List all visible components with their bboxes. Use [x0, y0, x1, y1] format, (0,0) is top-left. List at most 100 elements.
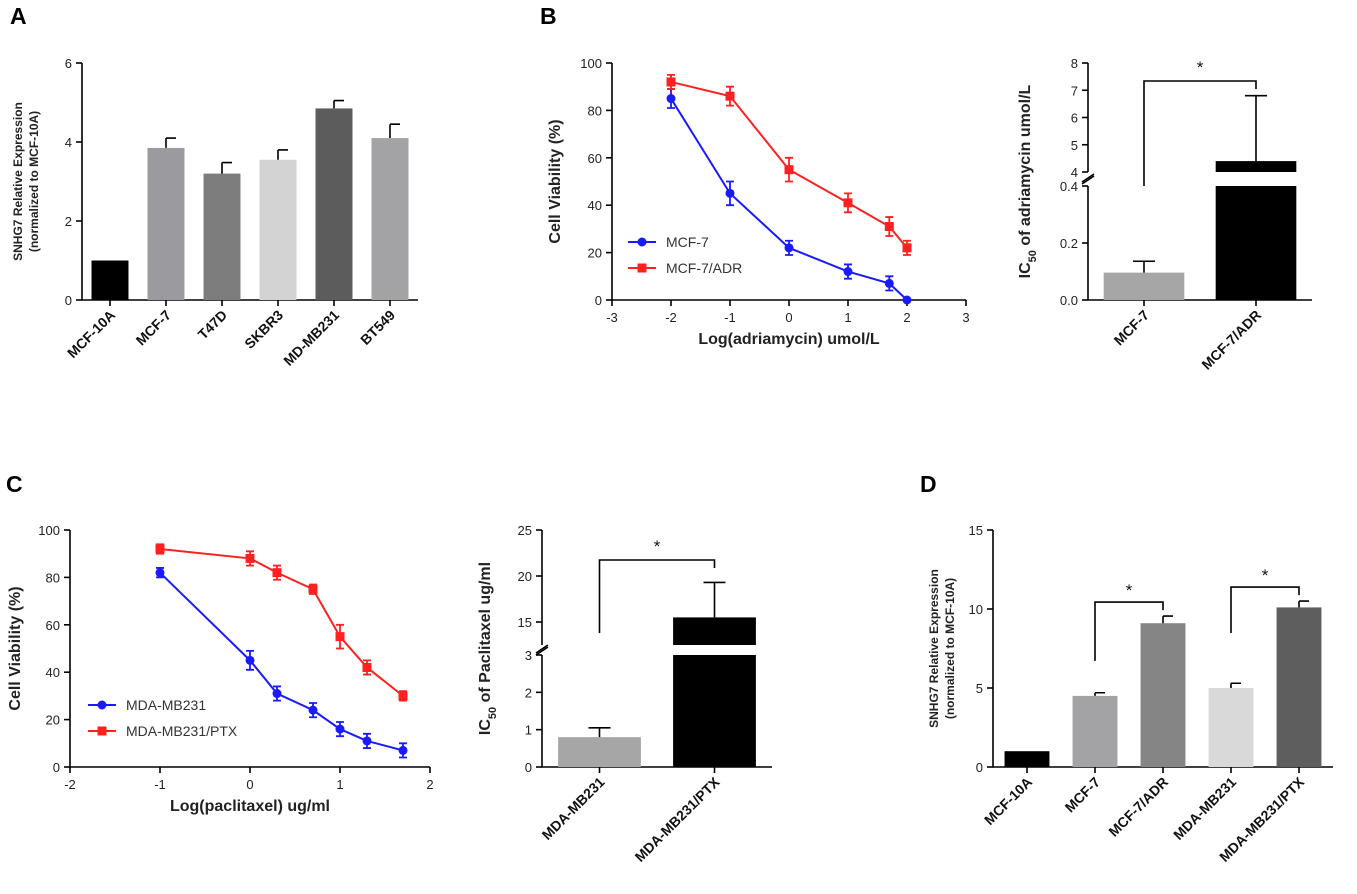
data-point: [155, 544, 165, 554]
y-tick-label: 60: [588, 151, 602, 166]
y-title-prefix: IC: [477, 719, 494, 735]
bar: [558, 737, 641, 767]
y-tick-label: 80: [588, 103, 602, 118]
y-axis-title: SNHG7 Relative Expression: [11, 102, 25, 261]
y-axis-title: IC50 of adriamycin umol/L: [1017, 84, 1039, 278]
data-point: [335, 724, 345, 734]
series-mda-mb231: MDA-MB231: [88, 567, 408, 759]
x-tick-label: 2: [426, 777, 433, 792]
y-tick-label: 6: [1071, 111, 1078, 126]
x-category-label: MCF-7: [1111, 307, 1153, 349]
data-point: [308, 584, 318, 594]
bar: [203, 173, 241, 300]
y-tick-label: 20: [588, 246, 602, 261]
y-axis-title-line2: (normalized to MCF-10A): [943, 578, 957, 719]
y-tick-label: 40: [46, 665, 60, 680]
data-point: [308, 705, 318, 715]
y-axis-title-line2: (normalized to MCF-10A): [27, 111, 41, 252]
x-category-label: MCF-10A: [64, 307, 118, 361]
y-tick-label: 3: [525, 648, 532, 663]
error-bar: [389, 123, 400, 139]
legend-marker: [637, 237, 647, 247]
y-tick-label: 2: [525, 685, 532, 700]
y-tick-label: 0.2: [1060, 236, 1078, 251]
y-tick-label: 10: [969, 602, 983, 617]
x-category-label: MCF-10A: [981, 774, 1035, 828]
y-tick-label: 6: [65, 56, 72, 71]
x-tick-label: -2: [64, 777, 76, 792]
x-category-label: MCF-7/ADR: [1198, 307, 1264, 373]
data-point: [902, 295, 912, 305]
data-point: [725, 91, 735, 101]
bar-lower-part: [1215, 186, 1297, 300]
error-bar: [333, 99, 344, 109]
bar: [91, 260, 129, 300]
y-tick-label: 5: [976, 681, 983, 696]
y-title-rest: of Paclitaxel ug/ml: [477, 562, 494, 707]
y-tick-label: 0: [65, 293, 72, 308]
bar: [1103, 272, 1185, 300]
y-tick-label: 5: [1071, 138, 1078, 153]
y-tick-label: 15: [969, 523, 983, 538]
chart-b-bar: 0.0 0.2 0.44 5 6 7 8 MCF-7 MCF-7/ADR * IC50 of adr…: [1017, 56, 1312, 373]
y-tick-label: 0: [525, 760, 532, 775]
data-point: [272, 689, 282, 699]
x-axis-title: Log(adriamycin) umol/L: [698, 331, 880, 348]
legend-label: MDA-MB231/PTX: [126, 723, 238, 739]
x-category-label: MCF-7: [133, 307, 175, 349]
x-tick-label: -3: [606, 310, 618, 325]
data-point: [843, 198, 853, 208]
significance-bracket: [1230, 586, 1300, 633]
x-tick-label: 0: [785, 310, 792, 325]
y-tick-label: 0: [53, 760, 60, 775]
data-point: [843, 267, 853, 277]
bar: [1072, 695, 1118, 767]
y-tick-label: 4: [65, 135, 72, 150]
y-tick-label: 0.0: [1060, 293, 1078, 308]
bar: [371, 138, 409, 300]
significance-bracket: [1094, 601, 1164, 661]
data-point: [155, 568, 165, 578]
significance-bracket: [598, 559, 716, 633]
y-tick-label: 0.4: [1060, 179, 1078, 194]
y-tick-label: 40: [588, 198, 602, 213]
panel-label-b: B: [540, 3, 557, 29]
axis-break: [535, 644, 549, 656]
x-tick-label: -1: [724, 310, 736, 325]
legend-label: MCF-7: [666, 234, 709, 250]
y-axis-title: Cell Viability (%): [7, 586, 24, 710]
y-axis-title: Cell Viability (%): [547, 119, 564, 243]
error-bar: [277, 149, 288, 160]
x-category-label: MDA-MB231: [539, 774, 608, 843]
legend-label: MDA-MB231: [126, 697, 206, 713]
chart-c-bar: 0 1 2 3 15 20 25 MDA-MB231 MDA-MB231/PTX * IC50 of…: [477, 523, 772, 865]
error-bar: [165, 137, 176, 148]
y-tick-label: 1: [525, 723, 532, 738]
error-bar: [588, 727, 611, 738]
x-category-label: T47D: [195, 307, 231, 343]
data-point: [902, 243, 912, 253]
data-point: [884, 278, 894, 288]
bar: [1276, 607, 1322, 767]
bar-upper-part: [673, 617, 756, 645]
x-tick-label: 2: [903, 310, 910, 325]
bar: [259, 159, 297, 300]
series-mda-mb231-ptx: MDA-MB231/PTX: [88, 543, 408, 739]
significance-bracket: [1143, 80, 1257, 186]
y-tick-label: 2: [65, 214, 72, 229]
x-tick-label: 0: [246, 777, 253, 792]
y-tick-label: 7: [1071, 83, 1078, 98]
y-axis-title: IC50 of Paclitaxel ug/ml: [477, 562, 499, 735]
chart-c-line: 0 20 40 60 80 100 -2 -1 0 1 2 Log(paclitaxel) ug/ml…: [7, 523, 434, 815]
error-bar: [1245, 94, 1267, 162]
panel-label-d: D: [920, 471, 937, 497]
legend-label: MCF-7/ADR: [666, 260, 742, 276]
bar-lower-part: [673, 655, 756, 767]
y-tick-label: 0: [976, 760, 983, 775]
error-bar: [1094, 691, 1105, 696]
y-title-subscript: 50: [487, 707, 499, 719]
y-tick-label: 80: [46, 570, 60, 585]
